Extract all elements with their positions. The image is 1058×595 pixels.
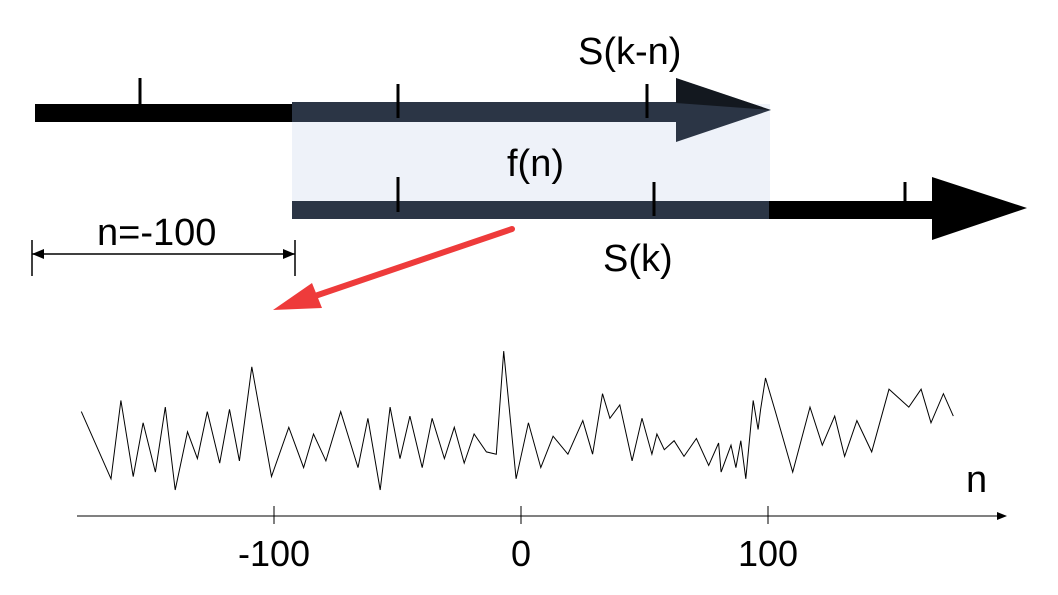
signal-label: S(k)	[603, 238, 673, 280]
signal-bar	[292, 177, 1027, 240]
correlation-label: f(n)	[507, 143, 564, 185]
shift-dimension-label: n=-100	[97, 212, 216, 254]
n-axis-tick-label: 100	[738, 533, 798, 574]
shifted-signal-bar	[35, 78, 771, 142]
correlation-plot: -100 0 100	[77, 351, 1007, 574]
signal-ticks	[396, 177, 907, 216]
shifted-signal-label: S(k-n)	[578, 31, 681, 73]
shift-dimension	[31, 240, 296, 276]
correlation-series-line	[80, 351, 954, 491]
peak-pointer-arrow	[273, 226, 515, 310]
shifted-signal-ticks	[138, 78, 649, 118]
n-axis-label: n	[966, 459, 987, 501]
n-axis-tick-label: -100	[238, 533, 310, 574]
n-axis-tick-label: 0	[511, 533, 531, 574]
